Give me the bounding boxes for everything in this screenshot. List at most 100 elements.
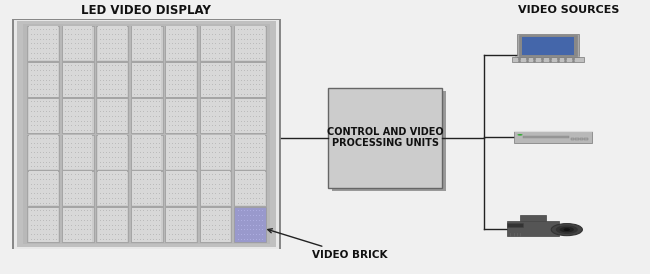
Bar — [62, 207, 94, 242]
Bar — [201, 99, 230, 133]
Bar — [571, 138, 574, 140]
Bar — [234, 171, 266, 206]
Bar — [234, 26, 266, 61]
Bar — [27, 26, 59, 61]
Bar — [27, 135, 59, 170]
Ellipse shape — [556, 225, 578, 234]
Text: LED VIDEO DISPLAY: LED VIDEO DISPLAY — [81, 4, 211, 18]
Bar — [62, 135, 94, 170]
Bar — [584, 138, 588, 140]
Bar — [332, 91, 446, 191]
Bar — [62, 98, 94, 133]
Bar — [234, 135, 266, 170]
Bar — [507, 223, 523, 227]
Bar — [62, 62, 94, 97]
Bar — [98, 135, 127, 169]
Bar — [166, 208, 196, 242]
Ellipse shape — [560, 227, 574, 232]
Bar — [515, 56, 580, 57]
Bar — [98, 62, 127, 97]
Bar — [131, 98, 162, 133]
Bar — [328, 88, 442, 188]
Bar — [29, 208, 58, 242]
Bar — [165, 135, 197, 170]
Bar — [29, 26, 58, 60]
Text: CONTROL AND VIDEO
PROCESSING UNITS: CONTROL AND VIDEO PROCESSING UNITS — [327, 127, 443, 149]
Bar — [200, 171, 231, 206]
Bar — [96, 98, 128, 133]
Bar — [132, 208, 161, 242]
Bar — [63, 171, 92, 206]
Bar — [131, 171, 162, 206]
Bar — [98, 99, 127, 133]
Bar — [234, 98, 266, 133]
Bar — [131, 135, 162, 170]
Bar — [96, 26, 128, 61]
Bar — [63, 208, 92, 242]
Bar — [27, 207, 59, 242]
Bar — [580, 138, 583, 140]
Bar — [201, 171, 230, 206]
Bar — [200, 26, 231, 61]
Bar — [235, 208, 265, 242]
Bar — [200, 207, 231, 242]
Bar — [96, 62, 128, 97]
Bar — [234, 207, 266, 242]
Bar — [200, 98, 231, 133]
Bar — [29, 62, 58, 97]
Bar — [96, 207, 128, 242]
Ellipse shape — [564, 228, 570, 231]
Bar — [519, 35, 577, 56]
Bar — [131, 62, 162, 97]
Bar — [200, 135, 231, 170]
Bar — [27, 98, 59, 133]
Bar — [575, 138, 578, 140]
Ellipse shape — [551, 224, 582, 236]
Bar — [165, 98, 197, 133]
Bar — [520, 215, 546, 221]
Bar — [166, 171, 196, 206]
Bar — [29, 99, 58, 133]
Bar — [507, 221, 559, 236]
Bar — [200, 62, 231, 97]
Bar — [62, 171, 94, 206]
Bar — [235, 26, 265, 60]
Bar — [62, 26, 94, 61]
Bar — [522, 37, 574, 55]
Bar — [131, 207, 162, 242]
Bar — [201, 62, 230, 97]
Bar — [165, 26, 197, 61]
Bar — [165, 207, 197, 242]
Bar — [12, 19, 281, 249]
Bar — [132, 26, 161, 60]
Bar — [235, 135, 265, 169]
Bar — [131, 26, 162, 61]
Bar — [63, 135, 92, 169]
Bar — [201, 135, 230, 169]
Bar — [234, 62, 266, 97]
Bar — [166, 26, 196, 60]
Text: VIDEO SOURCES: VIDEO SOURCES — [518, 5, 619, 15]
Bar — [98, 208, 127, 242]
Bar — [517, 34, 579, 57]
Bar — [166, 99, 196, 133]
Bar — [201, 26, 230, 60]
Bar — [166, 62, 196, 97]
Bar — [201, 208, 230, 242]
Bar — [17, 21, 276, 247]
Bar — [96, 135, 128, 170]
Bar — [14, 20, 279, 249]
Bar — [165, 62, 197, 97]
Bar — [63, 99, 92, 133]
Bar — [27, 62, 59, 97]
Bar — [27, 171, 59, 206]
Bar — [132, 171, 161, 206]
Bar — [98, 26, 127, 60]
Bar — [29, 171, 58, 206]
Bar — [132, 62, 161, 97]
Bar — [512, 57, 584, 62]
Bar — [23, 24, 270, 244]
Bar — [29, 135, 58, 169]
Bar — [63, 62, 92, 97]
Bar — [63, 26, 92, 60]
